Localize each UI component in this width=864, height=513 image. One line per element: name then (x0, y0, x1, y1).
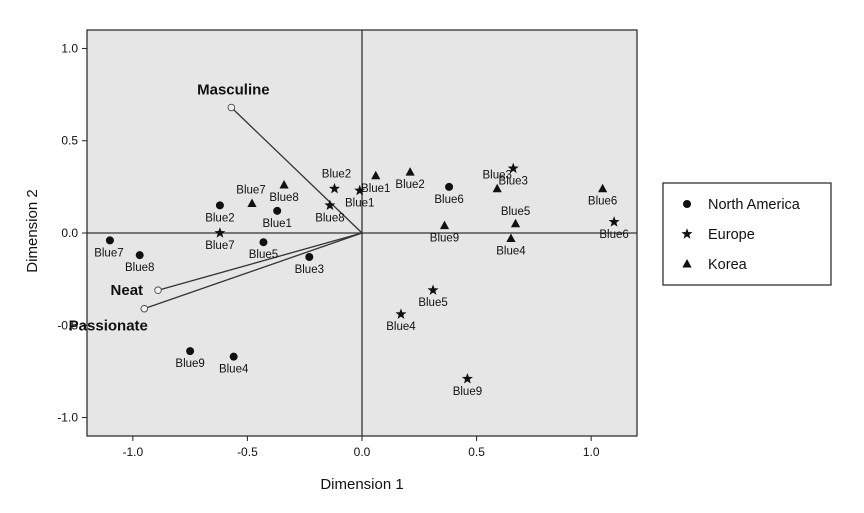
legend-marker-triangle (682, 259, 692, 268)
legend: North America Europe Korea (662, 182, 832, 286)
data-point-label: Blue3 (482, 170, 511, 182)
data-point-triangle (371, 170, 381, 180)
data-point-triangle (247, 198, 257, 207)
attribute-vector-label: Masculine (197, 82, 270, 99)
data-point-star (354, 184, 366, 196)
data-point-circle (445, 182, 454, 191)
y-tick-label: 0.0 (61, 226, 78, 240)
data-point-triangle (510, 218, 521, 228)
data-point-label: Blue3 (295, 264, 324, 276)
attribute-vector (230, 107, 363, 234)
data-point-label: Blue1 (361, 183, 390, 195)
data-point-label: Blue2 (395, 179, 424, 191)
data-point-label: Blue8 (269, 192, 298, 204)
y-tick-label: -0.5 (57, 318, 78, 332)
data-point-label: Blue7 (94, 247, 123, 259)
attribute-vector-end (227, 103, 236, 112)
data-point-star (328, 182, 341, 194)
legend-label: Europe (708, 227, 755, 243)
data-point-circle (105, 236, 114, 245)
data-point-star (324, 199, 336, 211)
data-point-label: Blue1 (345, 198, 374, 210)
y-axis-title: Dimension 2 (24, 189, 41, 272)
data-point-label: Blue8 (315, 212, 344, 224)
data-point-label: Blue5 (249, 249, 278, 261)
data-point-label: Blue6 (588, 196, 617, 208)
data-point-triangle (598, 183, 608, 193)
data-point-label: Blue9 (453, 386, 482, 398)
data-point-label: Blue3 (499, 175, 528, 187)
data-point-label: Blue9 (175, 358, 204, 370)
data-point-circle (229, 352, 238, 361)
data-point-triangle (506, 233, 516, 243)
data-point-label: Blue9 (430, 233, 459, 245)
data-point-label: Blue1 (262, 218, 291, 230)
data-point-star (608, 216, 620, 227)
attribute-vector-end (154, 286, 162, 295)
data-point-label: Blue4 (496, 246, 526, 258)
data-point-star (507, 162, 519, 174)
attribute-vector-end (140, 304, 149, 313)
data-point-label: Blue2 (205, 212, 234, 224)
data-point-circle (305, 252, 314, 261)
x-tick-label: 0.5 (468, 445, 485, 459)
data-point-label: Blue5 (501, 206, 530, 218)
plot-layer: -1.0 -0.5 0.0 0.5 1.0 1.0 0.5 0.0 -0.5 -1.0 Mascul… (57, 29, 638, 459)
data-point-circle (135, 251, 144, 260)
x-tick-label: 0.0 (354, 445, 371, 459)
attribute-vector-label: Passionate (69, 318, 148, 335)
x-tick-label: -1.0 (122, 445, 143, 459)
legend-marker-circle (683, 200, 691, 208)
data-point-label: Blue4 (386, 321, 416, 333)
data-point-label: Blue7 (205, 240, 234, 252)
x-tick-label: 1.0 (583, 445, 600, 459)
attribute-vector-label: Neat (111, 282, 144, 299)
data-point-star (427, 284, 439, 295)
data-point-label: Blue8 (125, 262, 154, 274)
data-point-circle (273, 206, 282, 215)
data-point-triangle (492, 183, 502, 193)
data-point-star (461, 372, 473, 384)
data-point-star (214, 227, 226, 238)
data-point-label: Blue6 (599, 229, 628, 241)
legend-label: Korea (708, 257, 748, 273)
data-point-label: Blue6 (434, 194, 463, 206)
data-point-circle (259, 238, 268, 247)
y-tick-label: 1.0 (61, 41, 78, 55)
legend-label: North America (708, 197, 801, 213)
data-point-triangle (405, 167, 415, 176)
data-point-label: Blue4 (219, 364, 249, 376)
x-tick-label: -0.5 (237, 445, 258, 459)
data-point-circle (186, 347, 195, 356)
y-tick-label: -1.0 (57, 411, 78, 425)
x-axis-title: Dimension 1 (320, 476, 403, 493)
data-point-triangle (439, 220, 450, 230)
attribute-vector (157, 232, 363, 291)
legend-marker-star (681, 228, 693, 239)
legend-box (662, 182, 832, 286)
y-tick-label: 0.5 (61, 134, 78, 148)
data-point-star (395, 308, 407, 319)
data-point-triangle (279, 180, 289, 189)
data-point-label: Blue2 (322, 169, 351, 181)
data-point-label: Blue5 (418, 297, 447, 309)
data-point-label: Blue7 (236, 184, 265, 196)
attribute-vector (144, 232, 363, 310)
data-point-circle (215, 201, 224, 210)
